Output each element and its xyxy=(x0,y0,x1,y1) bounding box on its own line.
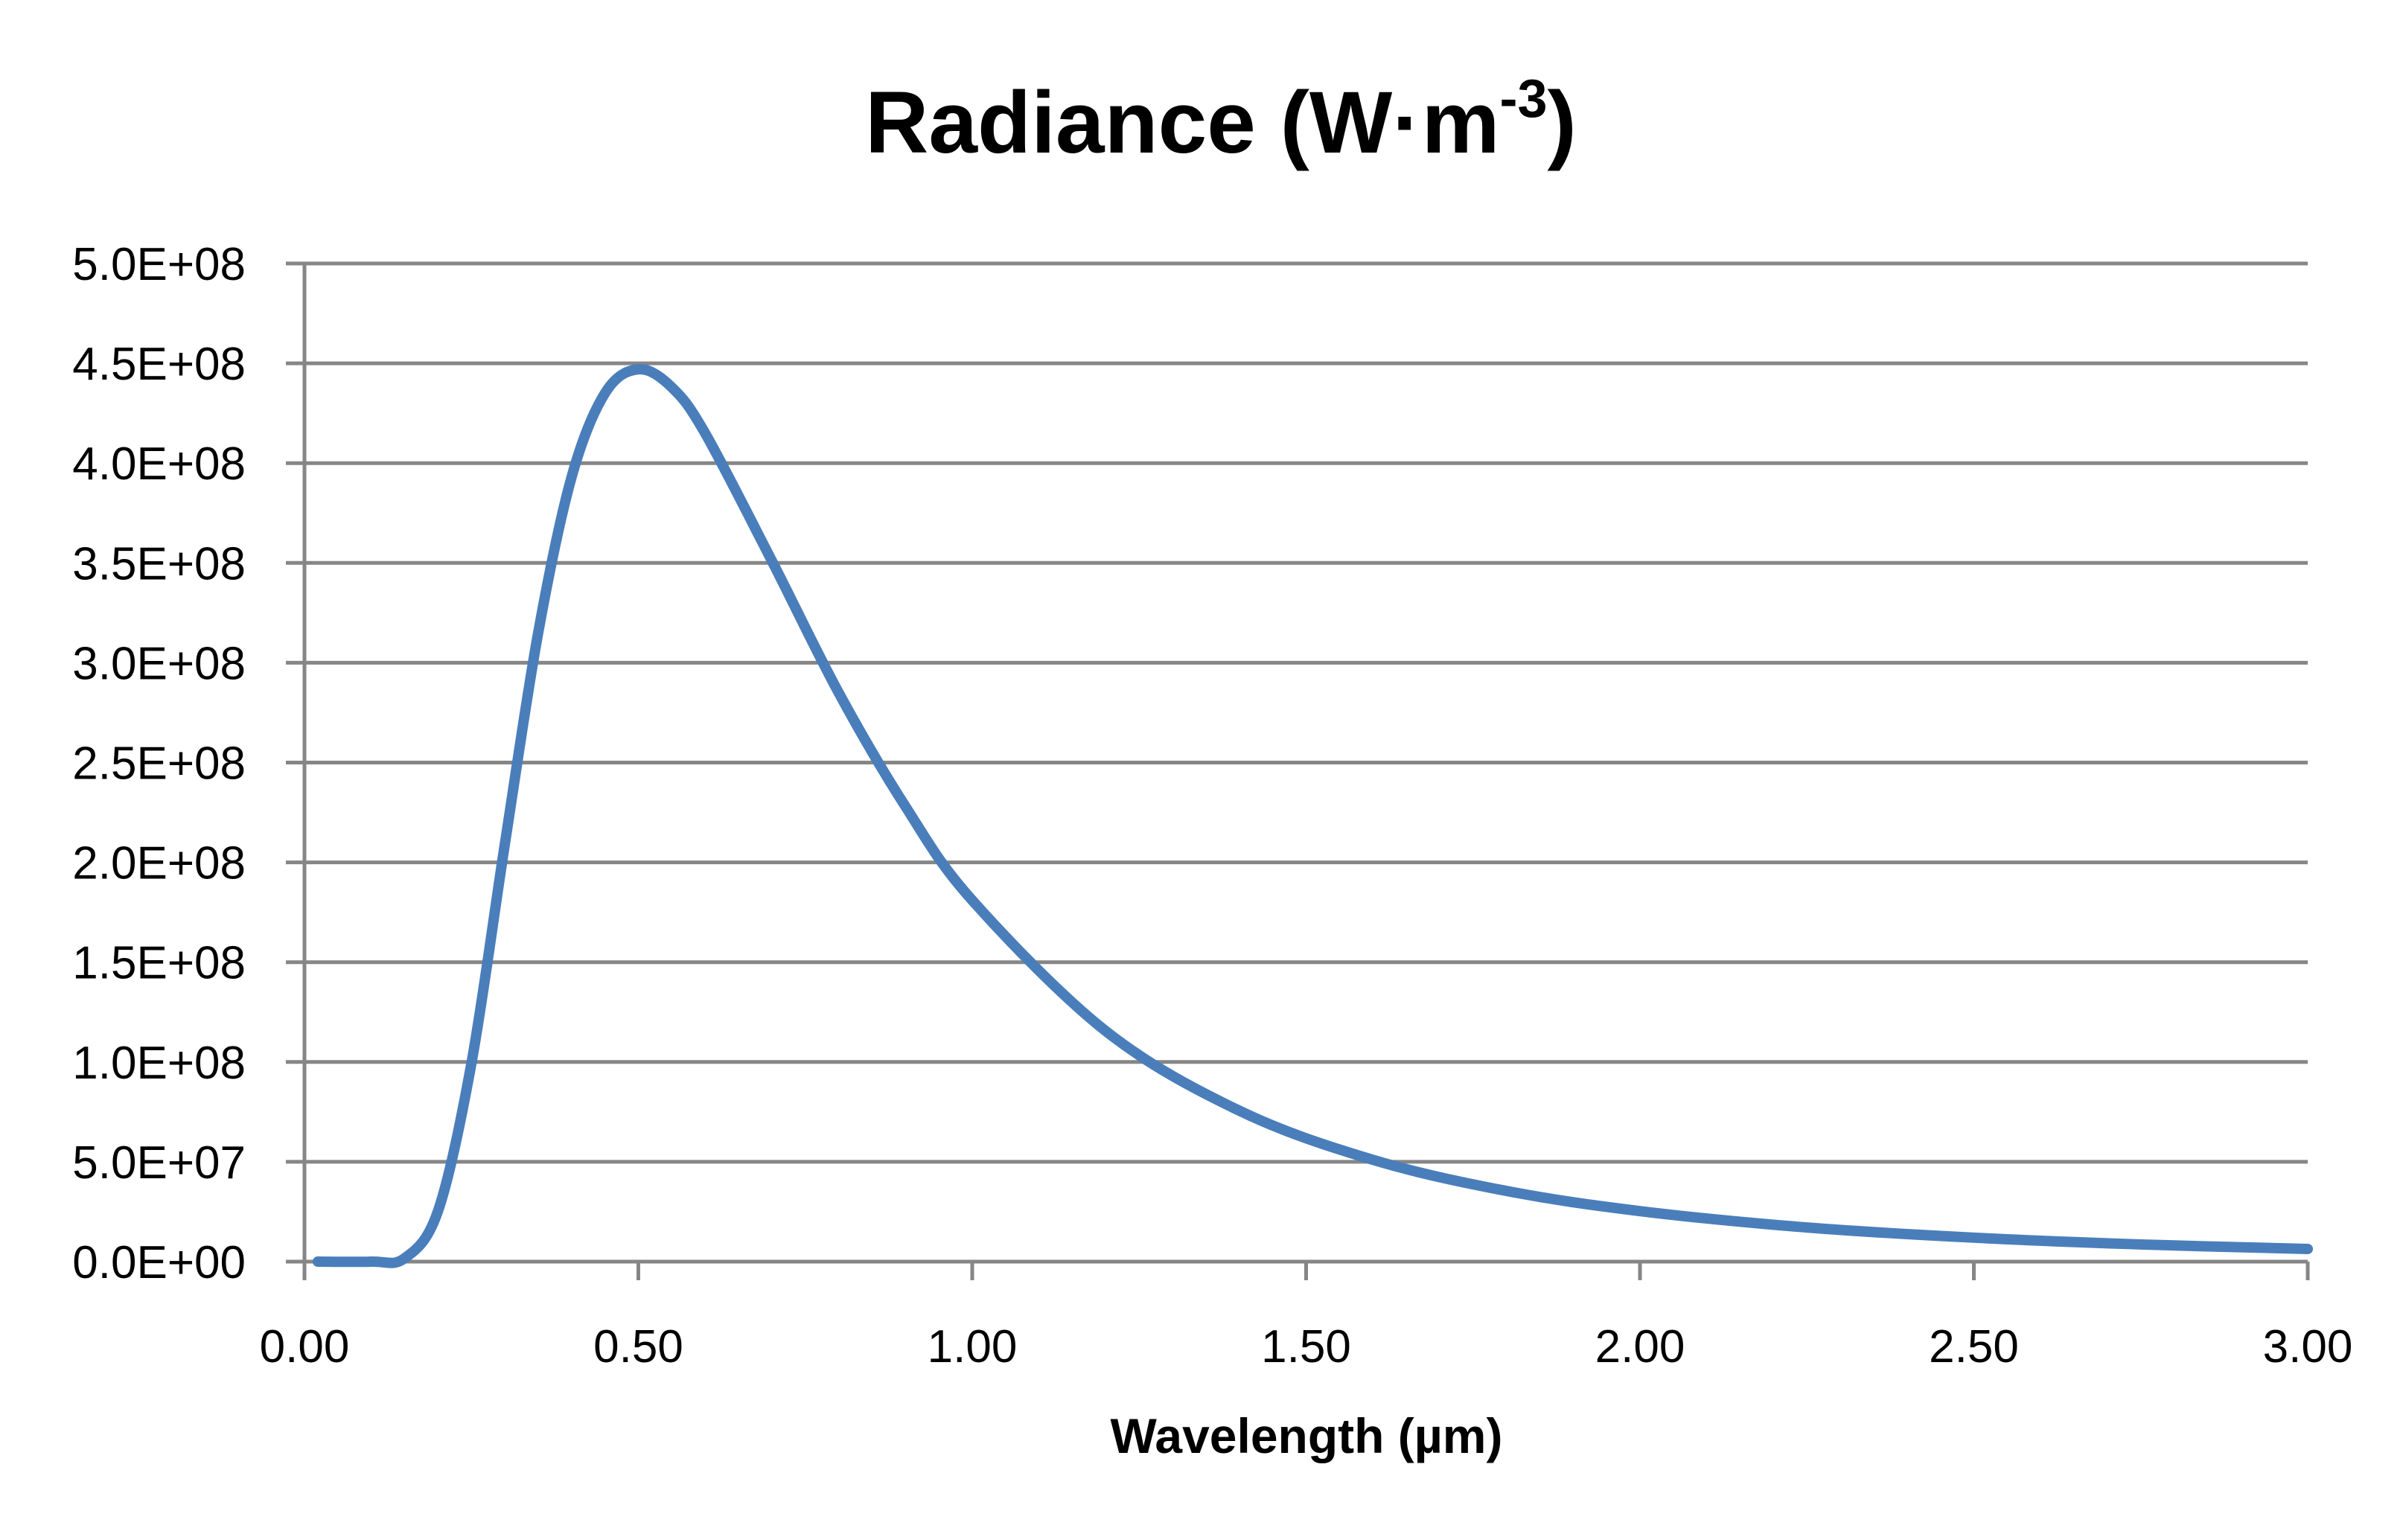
y-tick-label: 1.5E+08 xyxy=(72,938,246,989)
x-tick-label: 1.00 xyxy=(928,1321,1018,1373)
x-tick-label: 0.50 xyxy=(593,1321,683,1373)
x-tick-label: 3.00 xyxy=(2263,1321,2353,1373)
y-tick-labels: 0.0E+00 5.0E+07 1.0E+08 1.5E+08 2.0E+08 2.5E+… xyxy=(72,239,246,1288)
chart-title-main: Radiance (W·m xyxy=(865,74,1499,172)
y-tick-label: 4.5E+08 xyxy=(72,339,246,390)
y-tick-label: 3.0E+08 xyxy=(72,638,246,689)
y-tick-label: 1.0E+08 xyxy=(72,1038,246,1089)
y-tick-label: 5.0E+07 xyxy=(72,1137,246,1189)
y-tick-label: 5.0E+08 xyxy=(72,239,246,290)
chart-title-superscript: -3 xyxy=(1500,69,1548,129)
y-tick-label: 2.5E+08 xyxy=(72,738,246,790)
x-tick-labels: 0.00 0.50 1.00 1.50 2.00 2.50 3.00 xyxy=(260,1321,2353,1373)
x-tick-label: 2.00 xyxy=(1595,1321,1685,1373)
y-tick-label: 4.0E+08 xyxy=(72,438,246,490)
x-axis-label: Wavelength (µm) xyxy=(1111,1408,1503,1463)
axes xyxy=(302,263,2310,1280)
x-tick-label: 1.50 xyxy=(1261,1321,1351,1373)
y-tick-label: 0.0E+00 xyxy=(72,1237,246,1288)
y-tick-label: 2.0E+08 xyxy=(72,838,246,889)
series-line-radiance xyxy=(312,364,2313,1268)
y-tick-label: 3.5E+08 xyxy=(72,538,246,590)
chart-title-close: ) xyxy=(1548,74,1577,172)
gridlines xyxy=(286,261,2308,1264)
series-group xyxy=(312,364,2313,1268)
chart-title: Radiance (W·m-3) xyxy=(865,69,1577,172)
x-tick-label: 0.00 xyxy=(260,1321,350,1373)
x-tick-label: 2.50 xyxy=(1929,1321,2019,1373)
